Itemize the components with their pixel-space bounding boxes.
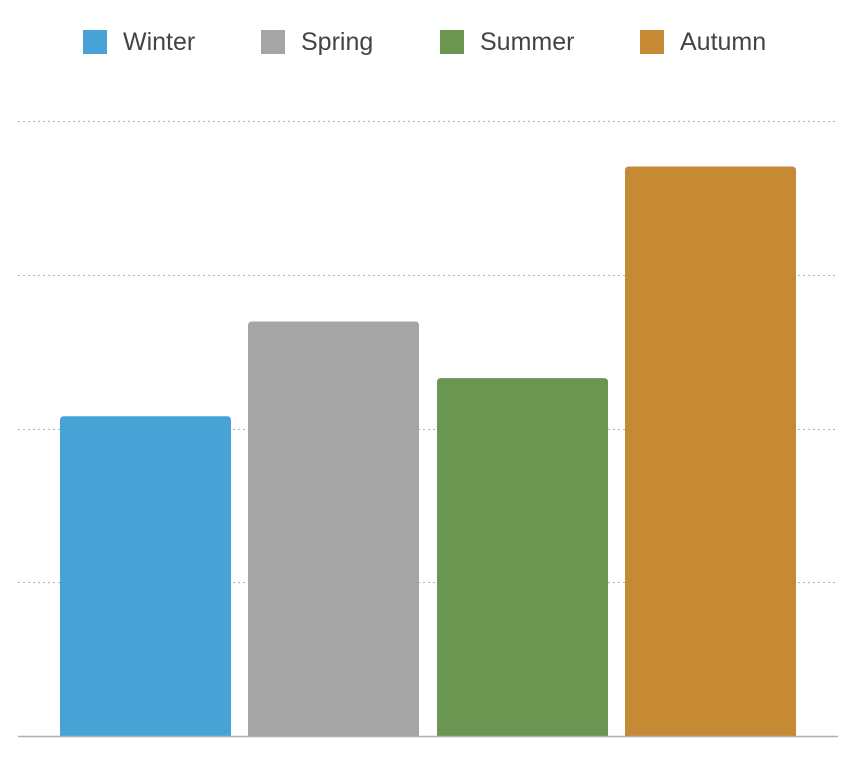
legend-swatch-summer [440,30,464,54]
bar-spring[interactable] [248,321,419,736]
legend-swatch-winter [83,30,107,54]
bar-winter[interactable] [60,416,231,736]
bar-summer[interactable] [437,378,608,736]
legend-label-winter: Winter [123,27,196,56]
legend-item-autumn[interactable]: Autumn [640,26,766,58]
bar-autumn[interactable] [625,166,796,736]
legend-label-spring: Spring [301,27,374,56]
chart-legend: Winter Spring Summer Autumn [0,26,854,58]
legend-item-summer[interactable]: Summer [440,26,574,58]
bars [60,166,796,736]
legend-swatch-spring [261,30,285,54]
legend-label-summer: Summer [480,27,575,56]
legend-item-winter[interactable]: Winter [83,26,195,58]
legend-item-spring[interactable]: Spring [261,26,373,58]
legend-label-autumn: Autumn [680,27,767,56]
legend-swatch-autumn [640,30,664,54]
